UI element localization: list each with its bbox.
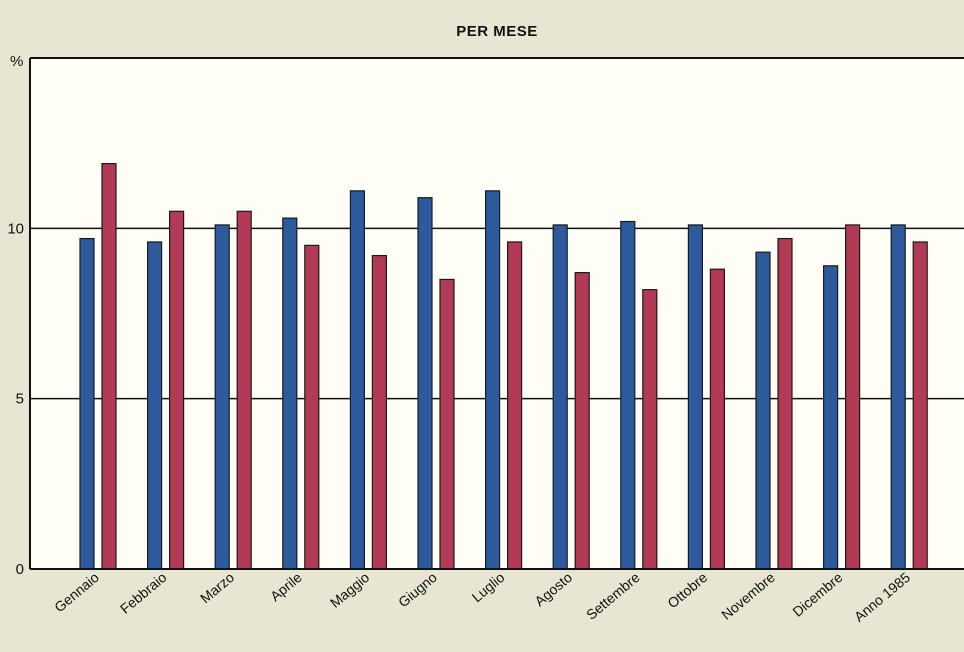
bar-series-1	[214, 224, 230, 570]
chart-title: PER MESE	[456, 23, 538, 40]
bar-series-2	[236, 210, 252, 570]
bar-series-1	[620, 220, 636, 570]
bar-series-1	[282, 217, 298, 570]
y-tick-label: 0	[16, 561, 24, 578]
x-tick-label: Ottobre	[664, 569, 710, 611]
x-tick-label: Settembre	[583, 569, 643, 623]
x-tick-labels: Gennaio Febbraio Marzo Aprile Maggio Giugno Lu…	[51, 569, 913, 625]
bar-series-2	[101, 163, 117, 570]
x-tick-label: Luglio	[469, 569, 508, 605]
bar-series-1	[890, 224, 906, 570]
bars	[79, 163, 928, 570]
y-tick-label: 5	[16, 391, 24, 408]
bar-series-2	[574, 272, 590, 570]
x-tick-label: Dicembre	[789, 569, 845, 620]
y-tick-label: 10	[7, 220, 24, 237]
bar-series-1	[349, 190, 365, 570]
bar-series-1	[147, 241, 163, 570]
x-tick-label: Agosto	[531, 569, 575, 609]
bar-series-2	[371, 254, 387, 570]
y-axis-label: %	[10, 53, 23, 70]
bar-series-1	[687, 224, 704, 570]
bar-series-2	[507, 241, 523, 570]
x-tick-label: Marzo	[197, 569, 237, 606]
y-tick-labels: 0 5 10	[7, 220, 24, 578]
bar-series-1	[552, 224, 568, 570]
x-tick-label: Maggio	[327, 569, 373, 611]
bar-series-2	[777, 237, 793, 570]
bar-series-2	[304, 244, 320, 570]
x-tick-label: Anno 1985	[851, 569, 913, 625]
x-tick-label: Novembre	[718, 569, 778, 623]
bar-series-1	[79, 237, 95, 570]
bar-series-2	[912, 241, 928, 570]
bar-series-2	[642, 289, 658, 570]
x-tick-label: Febbraio	[117, 569, 170, 617]
x-tick-label: Aprile	[267, 569, 305, 604]
bar-series-1	[822, 265, 839, 570]
x-tick-label: Giugno	[395, 569, 440, 610]
bar-series-2	[709, 268, 726, 570]
bar-series-2	[439, 278, 455, 570]
bar-series-1	[485, 190, 501, 570]
bar-series-1	[755, 251, 771, 570]
bar-series-2	[844, 224, 861, 570]
bar-series-2	[169, 210, 185, 570]
x-tick-label: Gennaio	[51, 569, 102, 615]
bar-series-1	[417, 197, 433, 570]
